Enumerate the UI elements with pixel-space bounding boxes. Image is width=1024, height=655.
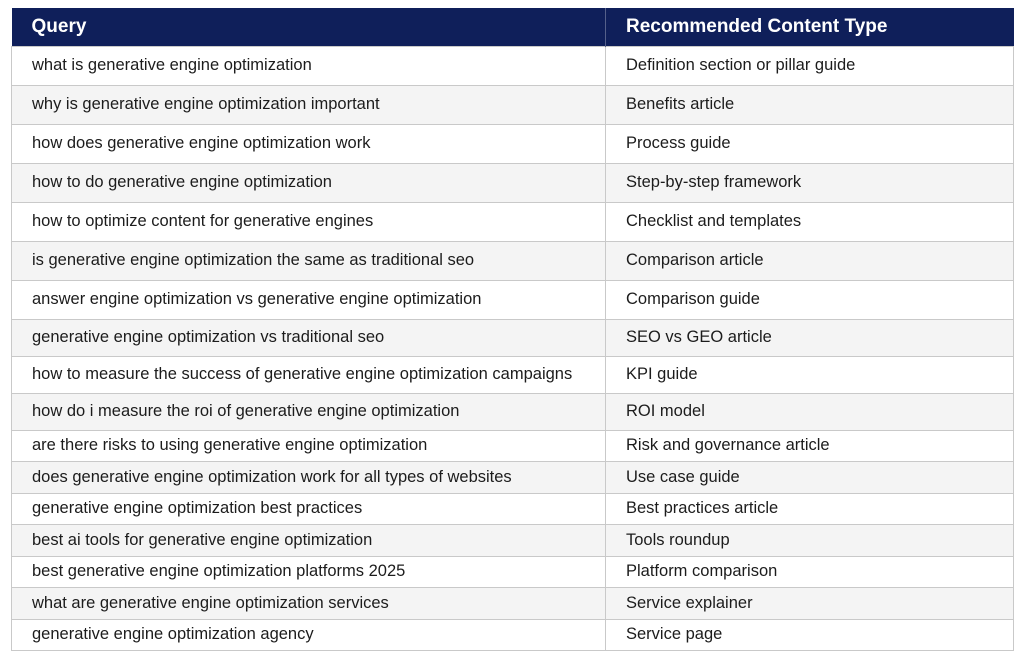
table-row: what are generative engine optimization …	[11, 587, 1014, 620]
table-row: generative engine optimization best prac…	[11, 492, 1014, 525]
content-type-cell: Risk and governance article	[605, 429, 1014, 462]
table-row: how does generative engine optimization …	[11, 123, 1014, 164]
table-row: is generative engine optimization the sa…	[11, 240, 1014, 281]
header-row: Query Recommended Content Type	[11, 8, 1014, 46]
query-cell: how to optimize content for generative e…	[11, 201, 606, 242]
content-type-cell: SEO vs GEO article	[605, 318, 1014, 357]
content-type-cell: Platform comparison	[605, 555, 1014, 588]
query-cell: why is generative engine optimization im…	[11, 84, 606, 125]
content-type-cell: Definition section or pillar guide	[605, 45, 1014, 86]
query-cell: what are generative engine optimization …	[11, 587, 606, 620]
content-type-cell: Step-by-step framework	[605, 162, 1014, 203]
header-query: Query	[11, 8, 606, 46]
query-cell: best generative engine optimization plat…	[11, 555, 606, 588]
content-type-cell: ROI model	[605, 392, 1014, 431]
content-type-cell: Service page	[605, 618, 1014, 651]
content-type-cell: Service explainer	[605, 587, 1014, 620]
content-type-cell: Tools roundup	[605, 524, 1014, 557]
table-row: why is generative engine optimization im…	[11, 84, 1014, 125]
query-cell: answer engine optimization vs generative…	[11, 279, 606, 320]
table-row: how do i measure the roi of generative e…	[11, 392, 1014, 431]
table-row: what is generative engine optimization D…	[11, 45, 1014, 86]
query-cell: how does generative engine optimization …	[11, 123, 606, 164]
content-mapping-table: Query Recommended Content Type what is g…	[11, 8, 1014, 651]
content-type-cell: Benefits article	[605, 84, 1014, 125]
table-row: best generative engine optimization plat…	[11, 555, 1014, 588]
query-cell: generative engine optimization agency	[11, 618, 606, 651]
query-cell: is generative engine optimization the sa…	[11, 240, 606, 281]
query-cell: how to measure the success of generative…	[11, 355, 606, 394]
content-type-cell: KPI guide	[605, 355, 1014, 394]
query-cell: what is generative engine optimization	[11, 45, 606, 86]
query-cell: does generative engine optimization work…	[11, 461, 606, 494]
query-cell: how do i measure the roi of generative e…	[11, 392, 606, 431]
query-cell: how to do generative engine optimization	[11, 162, 606, 203]
table-row: how to optimize content for generative e…	[11, 201, 1014, 242]
content-type-cell: Comparison article	[605, 240, 1014, 281]
query-cell: best ai tools for generative engine opti…	[11, 524, 606, 557]
content-type-cell: Process guide	[605, 123, 1014, 164]
table-row: best ai tools for generative engine opti…	[11, 524, 1014, 557]
query-cell: are there risks to using generative engi…	[11, 429, 606, 462]
table-row: how to do generative engine optimization…	[11, 162, 1014, 203]
table-row: answer engine optimization vs generative…	[11, 279, 1014, 320]
table-row: how to measure the success of generative…	[11, 355, 1014, 394]
table-row: are there risks to using generative engi…	[11, 429, 1014, 462]
table-row: does generative engine optimization work…	[11, 461, 1014, 494]
table-body: what is generative engine optimization D…	[11, 45, 1014, 651]
content-type-cell: Checklist and templates	[605, 201, 1014, 242]
content-type-cell: Use case guide	[605, 461, 1014, 494]
table-header: Query Recommended Content Type	[11, 8, 1014, 46]
table-row: generative engine optimization vs tradit…	[11, 318, 1014, 357]
content-type-cell: Best practices article	[605, 492, 1014, 525]
content-mapping-table-container: Query Recommended Content Type what is g…	[11, 8, 1014, 651]
query-cell: generative engine optimization vs tradit…	[11, 318, 606, 357]
query-cell: generative engine optimization best prac…	[11, 492, 606, 525]
table-row: generative engine optimization agency Se…	[11, 618, 1014, 651]
header-content-type: Recommended Content Type	[605, 8, 1014, 46]
content-type-cell: Comparison guide	[605, 279, 1014, 320]
